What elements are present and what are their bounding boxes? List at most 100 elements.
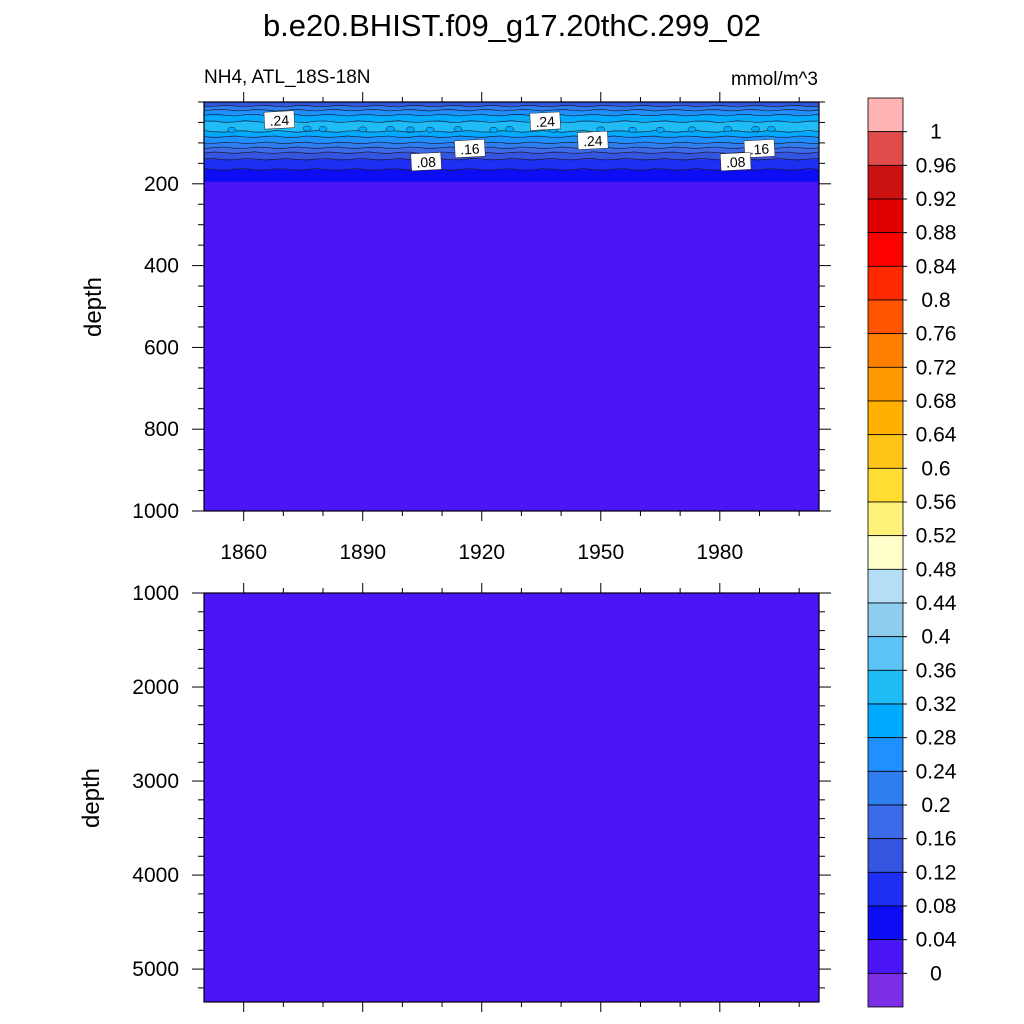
contour-label: .24 <box>577 130 609 150</box>
contour-label-box <box>577 130 609 150</box>
x-tick-label: 1890 <box>339 541 386 564</box>
contour-label: .16 <box>743 138 776 159</box>
contour-band <box>204 152 819 160</box>
contour-line <box>203 108 820 112</box>
upper-ylabel: depth <box>80 277 107 337</box>
contour-label: .08 <box>410 152 442 172</box>
upper-contour-labels: .24.24.24.16.16.08.08 <box>263 110 776 172</box>
contour-line <box>203 104 819 108</box>
colorbar-label: 0.44 <box>916 592 957 615</box>
colorbar-label: 0.64 <box>916 424 957 447</box>
contour-patch <box>318 126 328 132</box>
colorbar-label: 0.6 <box>921 457 950 480</box>
y-tick-label: 4000 <box>132 864 179 887</box>
contour-line <box>203 158 820 161</box>
subtitle-left: NH4, ATL_18S-18N <box>204 67 371 88</box>
lower-plot-area <box>204 593 819 1002</box>
colorbar-label: 0.72 <box>916 356 957 379</box>
contour-patch <box>656 126 665 133</box>
colorbar-label: 0.32 <box>916 693 957 716</box>
colorbar-swatch <box>867 804 904 840</box>
contour-line <box>203 113 820 117</box>
colorbar-swatch <box>867 198 904 234</box>
contour-patch <box>489 126 498 133</box>
colorbar-label: 0.96 <box>916 154 957 177</box>
colorbar-label: 0.2 <box>921 794 950 817</box>
colorbar-label: 0.48 <box>916 558 957 581</box>
contour-band <box>204 147 819 153</box>
contour-label-box <box>454 138 486 159</box>
colorbar-label: 0.04 <box>916 929 957 952</box>
contour-line <box>204 141 820 145</box>
contour-label-text: .08 <box>726 154 746 171</box>
colorbar-label: 0.88 <box>916 222 957 245</box>
y-tick-label: 3000 <box>132 770 179 793</box>
contour-patch <box>723 126 732 132</box>
colorbar-label: 0.76 <box>916 323 957 346</box>
contour-patch <box>751 126 760 132</box>
colorbar-swatch <box>867 838 904 873</box>
contour-label: .24 <box>529 111 561 131</box>
colorbar-label: 0 <box>930 962 942 985</box>
colorbar-label: 0.16 <box>916 828 957 851</box>
contour-band <box>204 110 819 116</box>
colorbar-swatch <box>867 232 904 267</box>
upper-plot-area <box>203 102 820 511</box>
colorbar-label: 0.52 <box>916 525 957 548</box>
contour-band <box>204 131 819 137</box>
y-tick-label: 800 <box>144 418 179 441</box>
colorbar-swatch <box>867 737 904 772</box>
colorbar-labels: 1 0.96 0.92 0.88 0.84 0.8 0.76 0.72 0.68 0.64 0.6 0… <box>903 121 957 985</box>
colorbar-swatch <box>867 770 904 806</box>
contour-patch <box>628 126 637 133</box>
colorbar <box>867 97 904 1008</box>
colorbar-label: 0.12 <box>916 861 957 884</box>
colorbar-swatch <box>867 434 904 469</box>
contour-label-box <box>410 152 442 172</box>
colorbar-swatch <box>867 939 904 974</box>
contour-label-text: .24 <box>583 132 603 149</box>
contour-label-text: .16 <box>749 141 769 158</box>
x-tick-label: 1980 <box>696 541 743 564</box>
x-tick-label: 1860 <box>220 541 267 564</box>
colorbar-label: 0.8 <box>921 289 950 312</box>
lower-x-axis <box>243 583 800 1012</box>
colorbar-swatch <box>867 972 904 1008</box>
x-tick-label: 1920 <box>458 541 505 564</box>
contour-line <box>203 146 820 150</box>
units-label: mmol/m^3 <box>731 69 818 90</box>
contour-patch <box>453 126 463 132</box>
upper-panel: .24.24.24.16.16.08.08 1860 1890 1920 1950 19… <box>80 92 831 564</box>
contour-band <box>204 102 819 107</box>
colorbar-label: 0.4 <box>921 626 951 649</box>
colorbar-swatch <box>867 366 904 402</box>
contour-label-text: .08 <box>416 154 436 171</box>
colorbar-swatch <box>867 97 904 133</box>
colorbar-swatch <box>867 265 904 301</box>
contour-patch <box>302 125 312 132</box>
contour-label: .24 <box>263 110 296 130</box>
chart-title: b.e20.BHIST.f09_g17.20thC.299_02 <box>263 8 761 43</box>
contour-patch <box>227 126 237 133</box>
lower-ylabel: depth <box>78 768 105 828</box>
contour-label-text: .24 <box>269 112 289 129</box>
contour-label-box <box>263 110 296 130</box>
colorbar-swatch <box>867 131 904 166</box>
contour-patch <box>358 126 367 133</box>
contour-band <box>204 169 819 182</box>
contour-line <box>203 151 820 154</box>
y-tick-label: 2000 <box>132 676 179 699</box>
colorbar-label: 0.28 <box>916 727 957 750</box>
contour-band <box>204 106 819 111</box>
colorbar-swatch <box>867 905 904 941</box>
contour-band <box>204 142 819 148</box>
x-tick-label: 1950 <box>577 541 624 564</box>
colorbar-label: 0.68 <box>916 390 957 413</box>
contour-band <box>204 136 819 143</box>
contour-label: .16 <box>454 138 486 159</box>
contour-label-box <box>743 138 776 159</box>
colorbar-label: 0.92 <box>916 188 957 211</box>
colorbar-swatch <box>867 703 904 739</box>
contour-line <box>203 120 820 123</box>
